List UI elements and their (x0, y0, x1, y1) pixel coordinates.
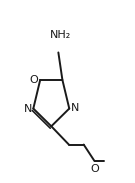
Text: O: O (90, 164, 99, 174)
Text: O: O (30, 75, 38, 85)
Text: N: N (70, 103, 79, 113)
Text: N: N (24, 104, 32, 115)
Text: NH₂: NH₂ (50, 30, 72, 40)
